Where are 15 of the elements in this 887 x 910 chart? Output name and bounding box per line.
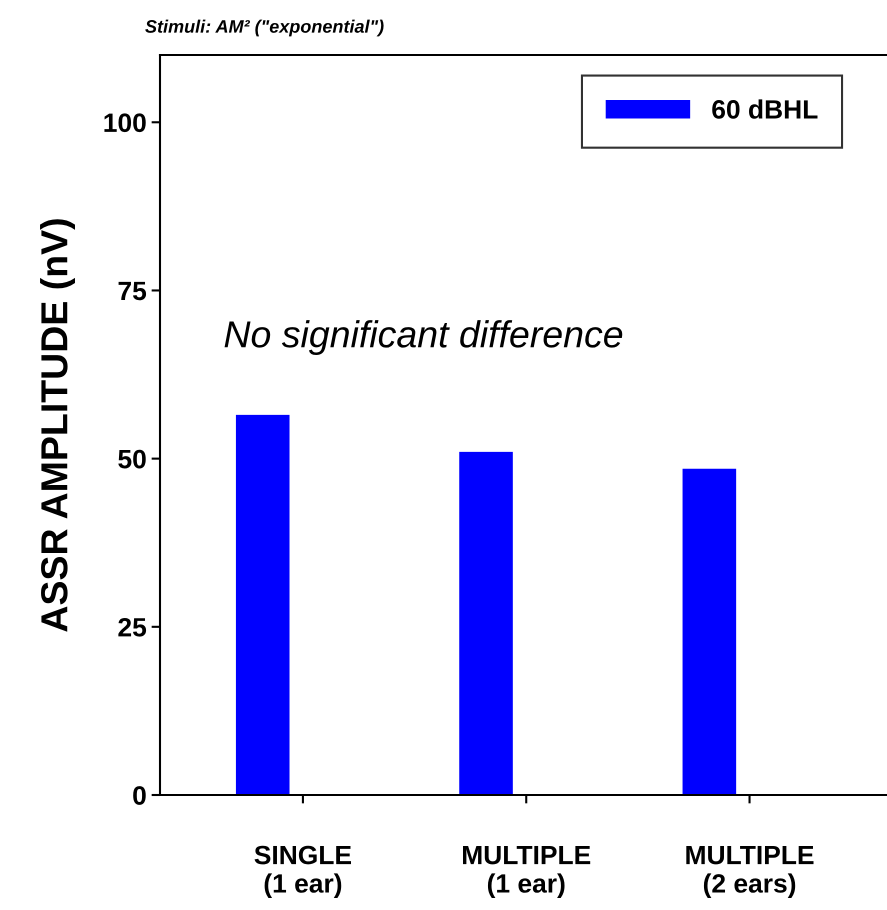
bar	[236, 414, 290, 795]
y-tick-label: 75	[118, 282, 146, 300]
x-tick-label: SINGLE (1 ear)	[254, 846, 352, 898]
chart-title: Stimuli: AM² ("exponential")	[145, 20, 384, 36]
y-tick-label: 100	[104, 113, 146, 132]
legend-label: 60 dBHL	[712, 99, 818, 119]
x-tick-label: MULTIPLE (2 ears)	[686, 846, 814, 898]
y-tick-label: 0	[133, 786, 146, 805]
x-tick-label: MULTIPLE (1 ear)	[463, 846, 590, 898]
annotation: No significant difference	[224, 320, 622, 356]
y-axis-title: ASSR AMPLITUDE (nV)	[40, 219, 76, 632]
bar	[682, 468, 736, 795]
bar	[459, 452, 513, 795]
y-tick-label: 25	[118, 618, 146, 637]
y-tick-label: 50	[118, 450, 146, 468]
